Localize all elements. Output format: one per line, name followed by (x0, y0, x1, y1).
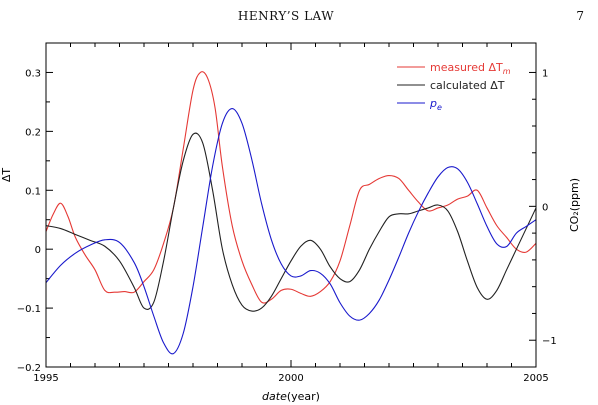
label-layer: 1995 2000 2005 −0.2 −0.1 0 0.1 0.2 0.3 −1 0 1 date(y… (0, 68, 581, 403)
y-left-tick-label: 0.1 (25, 186, 41, 197)
page-header: HENRY’S LAW 7 (0, 0, 598, 30)
legend: measured ΔTm calculated ΔT pe (397, 61, 511, 112)
y-left-axis-title: ΔT (0, 168, 13, 183)
y-left-tick-label: 0.2 (25, 127, 41, 138)
legend-item-calculated-label: calculated ΔT (430, 79, 505, 92)
tick-layer (45, 42, 537, 368)
running-title: HENRY’S LAW (237, 9, 335, 23)
measured-series-line (45, 71, 537, 304)
legend-item-measured-label: measured ΔTm (430, 61, 511, 76)
plot-frame (45, 42, 537, 368)
pe-series-line (45, 108, 537, 355)
y-right-tick-label: −1 (542, 336, 557, 347)
x-axis-title: date(year) (262, 390, 320, 403)
legend-item-pe-label: pe (429, 97, 442, 112)
y-left-tick-label: −0.1 (17, 304, 41, 315)
y-right-tick-label: 1 (542, 68, 548, 79)
y-left-tick-label: −0.2 (17, 363, 41, 374)
y-left-tick-label: 0.3 (25, 68, 41, 79)
calculated-series-line (45, 132, 537, 312)
x-tick-label: 2000 (278, 373, 303, 384)
series-layer (45, 71, 537, 355)
x-tick-label: 1995 (33, 373, 58, 384)
x-tick-label: 2005 (523, 373, 548, 384)
page-number: 7 (576, 9, 584, 23)
y-right-axis-title: CO₂(ppm) (568, 178, 581, 232)
y-right-tick-label: 0 (542, 202, 548, 213)
y-left-tick-label: 0 (35, 245, 41, 256)
